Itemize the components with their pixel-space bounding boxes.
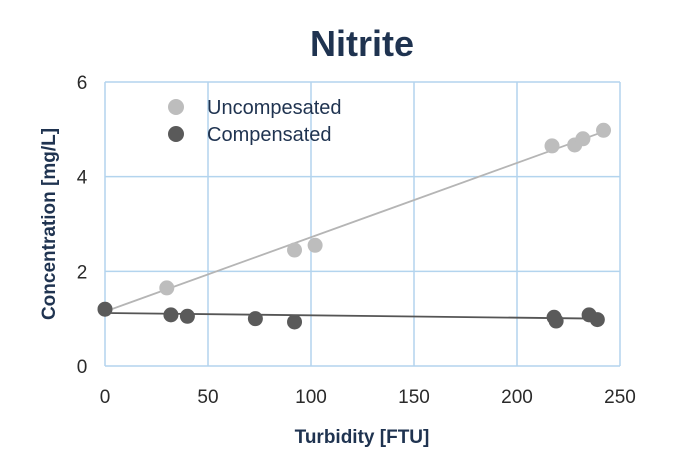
y-tick-label: 2 [77,262,88,283]
data-point [596,122,612,138]
data-point [589,312,605,328]
x-tick-label: 0 [100,387,111,408]
x-tick-label: 250 [604,387,636,408]
trendlines [104,130,604,320]
data-point [159,280,175,296]
grid [104,81,621,367]
legend-label: Compensated [207,124,332,146]
y-axis-label: Concentration [mg/L] [39,128,60,320]
legend-label: Uncompesated [207,97,342,119]
data-point [163,307,179,323]
chart-title: Nitrite [310,23,414,64]
y-axis-ticks: 0 2 4 6 [77,73,88,378]
x-tick-label: 200 [501,387,533,408]
data-point [575,131,591,147]
data-point [307,237,323,253]
data-point [548,313,564,329]
legend-marker [168,99,184,115]
trendline [104,312,604,320]
y-tick-label: 0 [77,357,88,378]
data-point [247,311,263,327]
legend-marker [168,126,184,142]
data-point [179,308,195,324]
data-point [287,242,303,258]
x-tick-label: 100 [295,387,327,408]
trendline [104,130,604,313]
x-axis-label: Turbidity [FTU] [295,427,430,448]
y-tick-label: 6 [77,73,88,94]
x-axis-ticks: 0 50 100 150 200 250 [100,387,636,408]
legend: Uncompesated Compensated [168,97,342,146]
y-tick-label: 4 [77,168,88,189]
data-points [97,122,612,330]
data-point [544,138,560,154]
x-tick-label: 150 [398,387,430,408]
data-point [287,314,303,330]
data-point [97,301,113,317]
x-tick-label: 50 [197,387,218,408]
